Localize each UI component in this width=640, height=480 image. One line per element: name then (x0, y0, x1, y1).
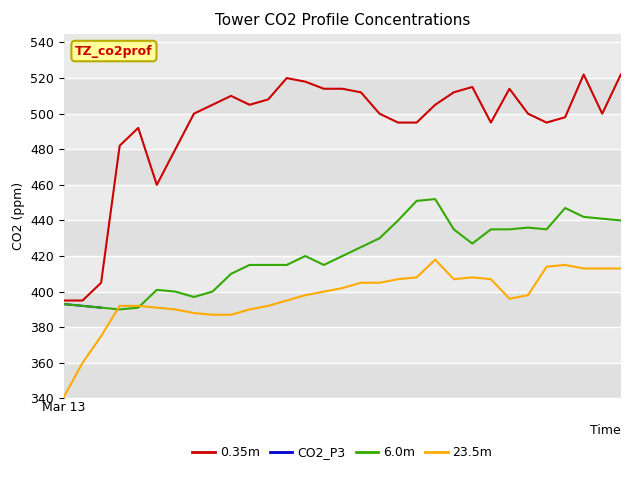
Text: TZ_co2prof: TZ_co2prof (75, 45, 153, 58)
Y-axis label: CO2 (ppm): CO2 (ppm) (12, 182, 25, 250)
Bar (64, 149, 621, 185)
Bar (64, 220, 621, 256)
Bar (64, 363, 621, 398)
Bar (64, 185, 621, 220)
Text: Time: Time (590, 424, 621, 437)
Bar (64, 292, 621, 327)
Bar (64, 327, 621, 363)
Bar (64, 114, 621, 149)
Title: Tower CO2 Profile Concentrations: Tower CO2 Profile Concentrations (214, 13, 470, 28)
Bar (64, 256, 621, 292)
Bar (64, 78, 621, 114)
Legend: 0.35m, CO2_P3, 6.0m, 23.5m: 0.35m, CO2_P3, 6.0m, 23.5m (188, 441, 497, 464)
Bar (64, 43, 621, 78)
